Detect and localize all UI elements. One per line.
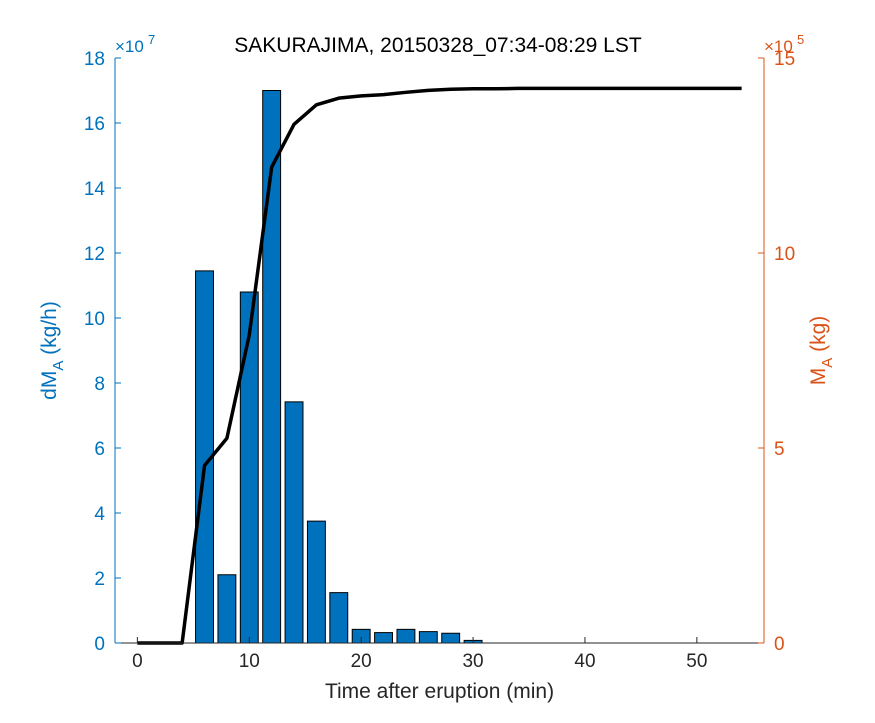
left-y-tick-label-8: 16 (84, 114, 105, 135)
bar-4 (217, 574, 237, 644)
x-axis-label: Time after eruption (min) (325, 680, 554, 703)
left-y-tick-label-5: 10 (84, 309, 105, 330)
left-y-tick-label-9: 18 (84, 49, 105, 70)
right-y-axis-label-ylabel-right-sub: A (819, 358, 836, 368)
right-y-tick-label-2: 10 (774, 244, 795, 265)
left-y-tick-label-3: 6 (94, 439, 105, 460)
x-tick-label-1: 10 (239, 651, 260, 672)
x-tick-label-5: 50 (686, 651, 707, 672)
x-tick-label-4: 40 (574, 651, 595, 672)
bar-13 (418, 631, 438, 644)
chart-title: SAKURAJIMA, 20150328_07:34-08:29 LST (234, 34, 642, 57)
left-exponent-base: ×10 (115, 37, 144, 56)
left-y-tick-label-4: 8 (94, 374, 105, 395)
cumulative-mass-line (137, 86, 742, 645)
left-exponent-power: 7 (148, 32, 155, 47)
x-tick-label-0: 0 (132, 651, 143, 672)
right-y-axis-label-ylabel-right: M (807, 368, 830, 386)
right-exponent-base: ×10 (764, 37, 793, 56)
right-y-tick-label-3: 15 (774, 49, 795, 70)
x-tick-label-2: 20 (351, 651, 372, 672)
left-y-tick-label-7: 14 (84, 179, 106, 200)
left-y-tick-label-0: 0 (94, 634, 105, 655)
left-y-axis-label-ylabel-left: dM (38, 371, 61, 400)
bar-5 (239, 291, 259, 644)
x-tick-label-3: 30 (462, 651, 483, 672)
left-y-tick-label-2: 4 (94, 504, 105, 525)
right-y-axis-label: MA (kg) (807, 316, 836, 386)
bar-8 (306, 520, 326, 644)
right-y-tick-label-0: 0 (774, 634, 785, 655)
left-y-axis-label-ylabel-left-unit: (kg/h) (38, 301, 61, 361)
left-y-tick-label-1: 2 (94, 569, 105, 590)
left-y-axis-label-ylabel-left-sub: A (50, 361, 67, 371)
right-exponent-power: 5 (797, 32, 804, 47)
bar-7 (284, 401, 304, 644)
bar-9 (329, 592, 349, 644)
bar-14 (441, 632, 461, 644)
right-y-tick-label-1: 5 (774, 439, 785, 460)
left-y-axis-label: dMA (kg/h) (38, 301, 67, 400)
right-y-axis-label-ylabel-right-unit: (kg) (807, 316, 830, 358)
left-y-tick-label-6: 12 (84, 244, 105, 265)
bar-11 (374, 632, 394, 644)
bar-12 (396, 628, 416, 644)
